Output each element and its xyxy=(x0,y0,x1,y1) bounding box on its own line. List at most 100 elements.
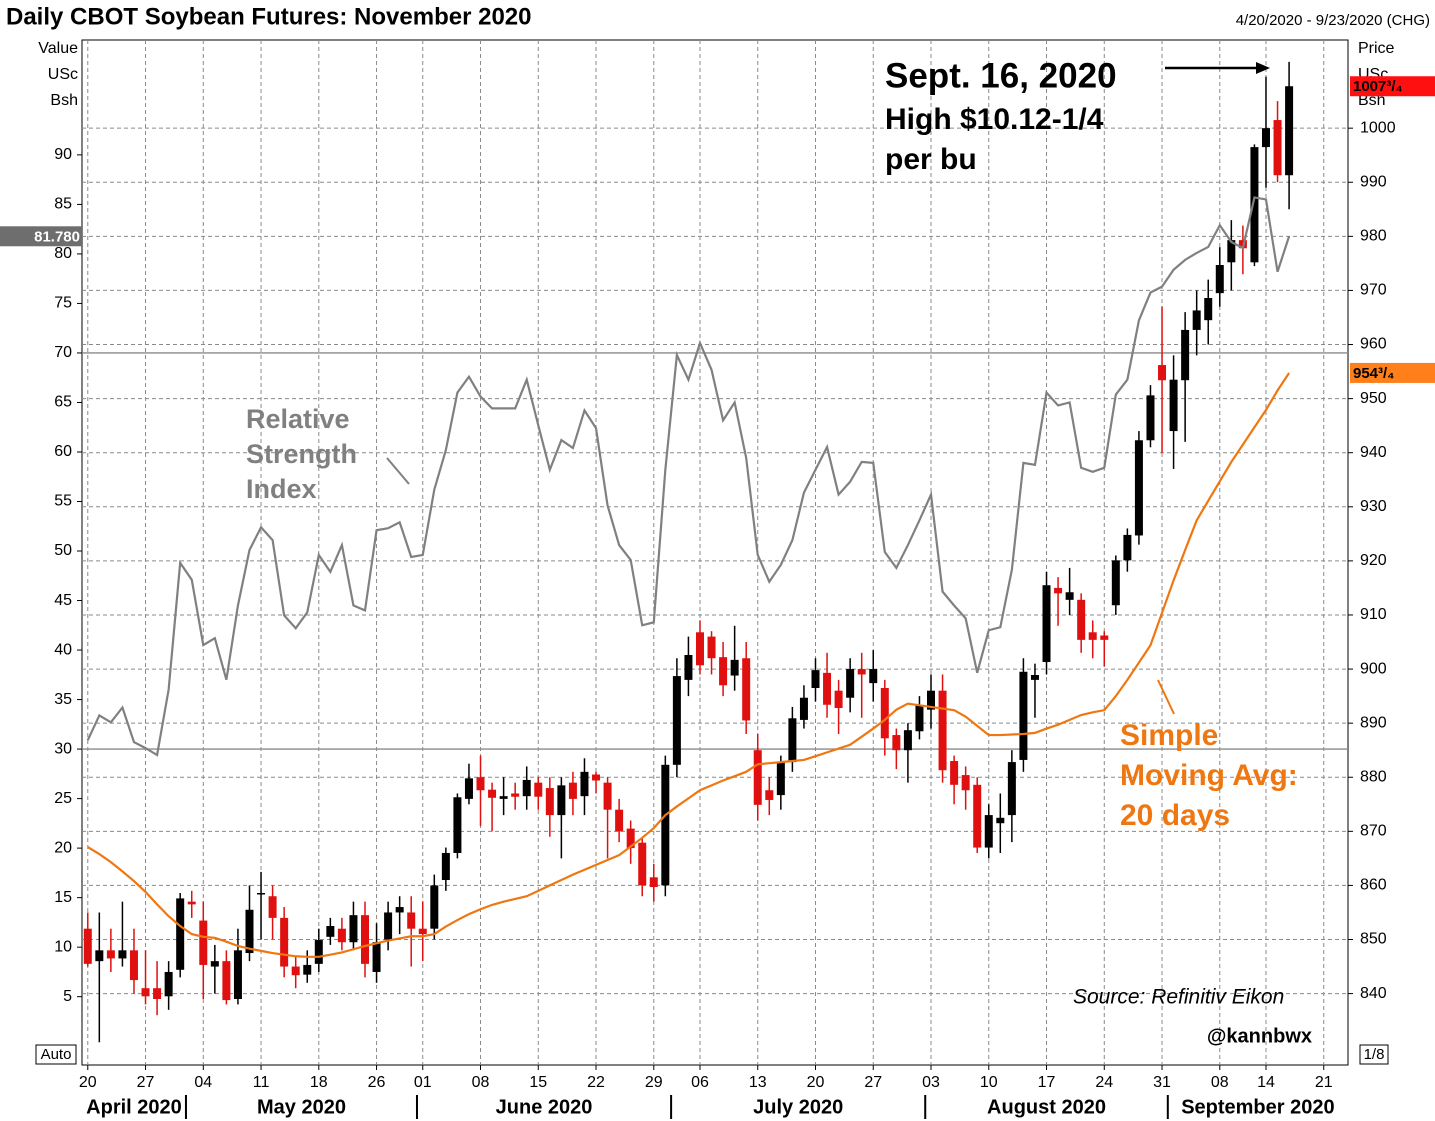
candle-body xyxy=(903,730,912,751)
y2-tick-label: 940 xyxy=(1360,444,1387,461)
candle-body xyxy=(361,915,370,964)
x-tick-label: 08 xyxy=(1211,1074,1229,1091)
candle-body xyxy=(950,761,959,785)
candle-body xyxy=(730,659,739,676)
candle-body xyxy=(707,636,716,659)
candle-body xyxy=(961,775,970,791)
candle-body xyxy=(1227,240,1236,263)
last-value-box xyxy=(1350,76,1435,97)
candle-body xyxy=(638,842,647,886)
y-tick-label: 40 xyxy=(54,641,72,658)
y-tick-label: 15 xyxy=(54,889,72,906)
annotation: Strength xyxy=(246,439,357,469)
candle-body xyxy=(257,892,266,895)
candle-body xyxy=(349,915,358,943)
y-tick-label: 25 xyxy=(54,790,72,807)
candle-body xyxy=(314,940,323,964)
candle-body xyxy=(1204,298,1213,321)
candle-body xyxy=(280,917,289,967)
annotation: Simple xyxy=(1120,719,1218,752)
candle-body xyxy=(580,771,589,797)
candle-body xyxy=(661,764,670,886)
y2-axis-label: Price xyxy=(1358,40,1395,57)
candle-body xyxy=(95,950,104,962)
candle-body xyxy=(384,912,393,940)
candle-body xyxy=(534,782,543,797)
candle-body xyxy=(1088,632,1097,640)
candle-body xyxy=(418,928,427,935)
candle-body xyxy=(326,925,335,937)
candle-body xyxy=(568,782,577,799)
y2-tick-label: 920 xyxy=(1360,552,1387,569)
candle-body xyxy=(245,909,254,954)
last-value-label: 954³/₄ xyxy=(1353,365,1394,382)
annotation: Moving Avg: xyxy=(1120,759,1298,792)
y2-tick-label: 850 xyxy=(1360,931,1387,948)
y2-tick-label: 840 xyxy=(1360,985,1387,1002)
candle-body xyxy=(880,687,889,739)
candle-body xyxy=(430,885,439,929)
candle-body xyxy=(511,793,520,797)
candle-body xyxy=(1030,675,1039,680)
candle-body xyxy=(268,896,277,918)
y-tick-label: 90 xyxy=(54,146,72,163)
candle-body xyxy=(337,928,346,943)
candle-body xyxy=(106,950,115,959)
annotation-pointer xyxy=(386,457,410,485)
candle-body xyxy=(233,950,242,1000)
annotation: Index xyxy=(246,474,317,504)
annotation: per bu xyxy=(885,143,977,176)
y2-tick-label: 950 xyxy=(1360,390,1387,407)
x-tick-label: 06 xyxy=(691,1074,709,1091)
candle-body xyxy=(453,797,462,853)
x-tick-label: 31 xyxy=(1153,1074,1171,1091)
candle-body xyxy=(753,750,762,805)
candle-body xyxy=(1215,265,1224,294)
candle-body xyxy=(1192,310,1201,330)
candle-body xyxy=(1019,671,1028,760)
annotation: Relative xyxy=(246,404,350,434)
candle-body xyxy=(291,966,300,976)
handle: @kannbwx xyxy=(1207,1025,1312,1047)
candle-body xyxy=(915,705,924,732)
y2-tick-label: 880 xyxy=(1360,768,1387,785)
x-tick-label: 21 xyxy=(1315,1074,1333,1091)
month-label: May 2020 xyxy=(257,1096,346,1118)
candle-body xyxy=(811,670,820,688)
candle-body xyxy=(1146,395,1155,441)
x-tick-label: 29 xyxy=(645,1074,663,1091)
y2-tick-label: 910 xyxy=(1360,606,1387,623)
y-tick-label: 65 xyxy=(54,394,72,411)
annotation: High $10.12-1/4 xyxy=(885,103,1104,136)
candle-body xyxy=(1285,86,1294,176)
x-tick-label: 20 xyxy=(79,1074,97,1091)
line-series xyxy=(86,196,1291,757)
month-label: June 2020 xyxy=(496,1096,593,1118)
x-tick-label: 01 xyxy=(414,1074,432,1091)
candle-body xyxy=(776,762,785,796)
candle-body xyxy=(846,669,855,698)
x-tick-label: 15 xyxy=(529,1074,547,1091)
candle-body xyxy=(303,964,312,975)
candle-body xyxy=(1007,762,1016,816)
corner-box xyxy=(35,1044,77,1065)
candle-body xyxy=(187,901,196,905)
candle-body xyxy=(176,898,185,970)
y2-tick-label: 890 xyxy=(1360,714,1387,731)
y2-tick-label: 930 xyxy=(1360,498,1387,515)
x-tick-label: 08 xyxy=(472,1074,490,1091)
candle-body xyxy=(1273,120,1282,176)
candle-body xyxy=(973,784,982,848)
candle-body xyxy=(441,852,450,881)
candle-body xyxy=(1261,128,1270,148)
candle-body xyxy=(464,778,473,799)
y2-tick-label: 900 xyxy=(1360,660,1387,677)
candle-body xyxy=(742,658,751,721)
candle-body xyxy=(996,817,1005,824)
candle-body xyxy=(1181,329,1190,381)
candle-body xyxy=(765,790,774,800)
y2-axis-label: Bsh xyxy=(1358,92,1386,109)
y2-tick-label: 980 xyxy=(1360,228,1387,245)
annotation: Sept. 16, 2020 xyxy=(885,56,1117,95)
candle-body xyxy=(1123,534,1132,561)
